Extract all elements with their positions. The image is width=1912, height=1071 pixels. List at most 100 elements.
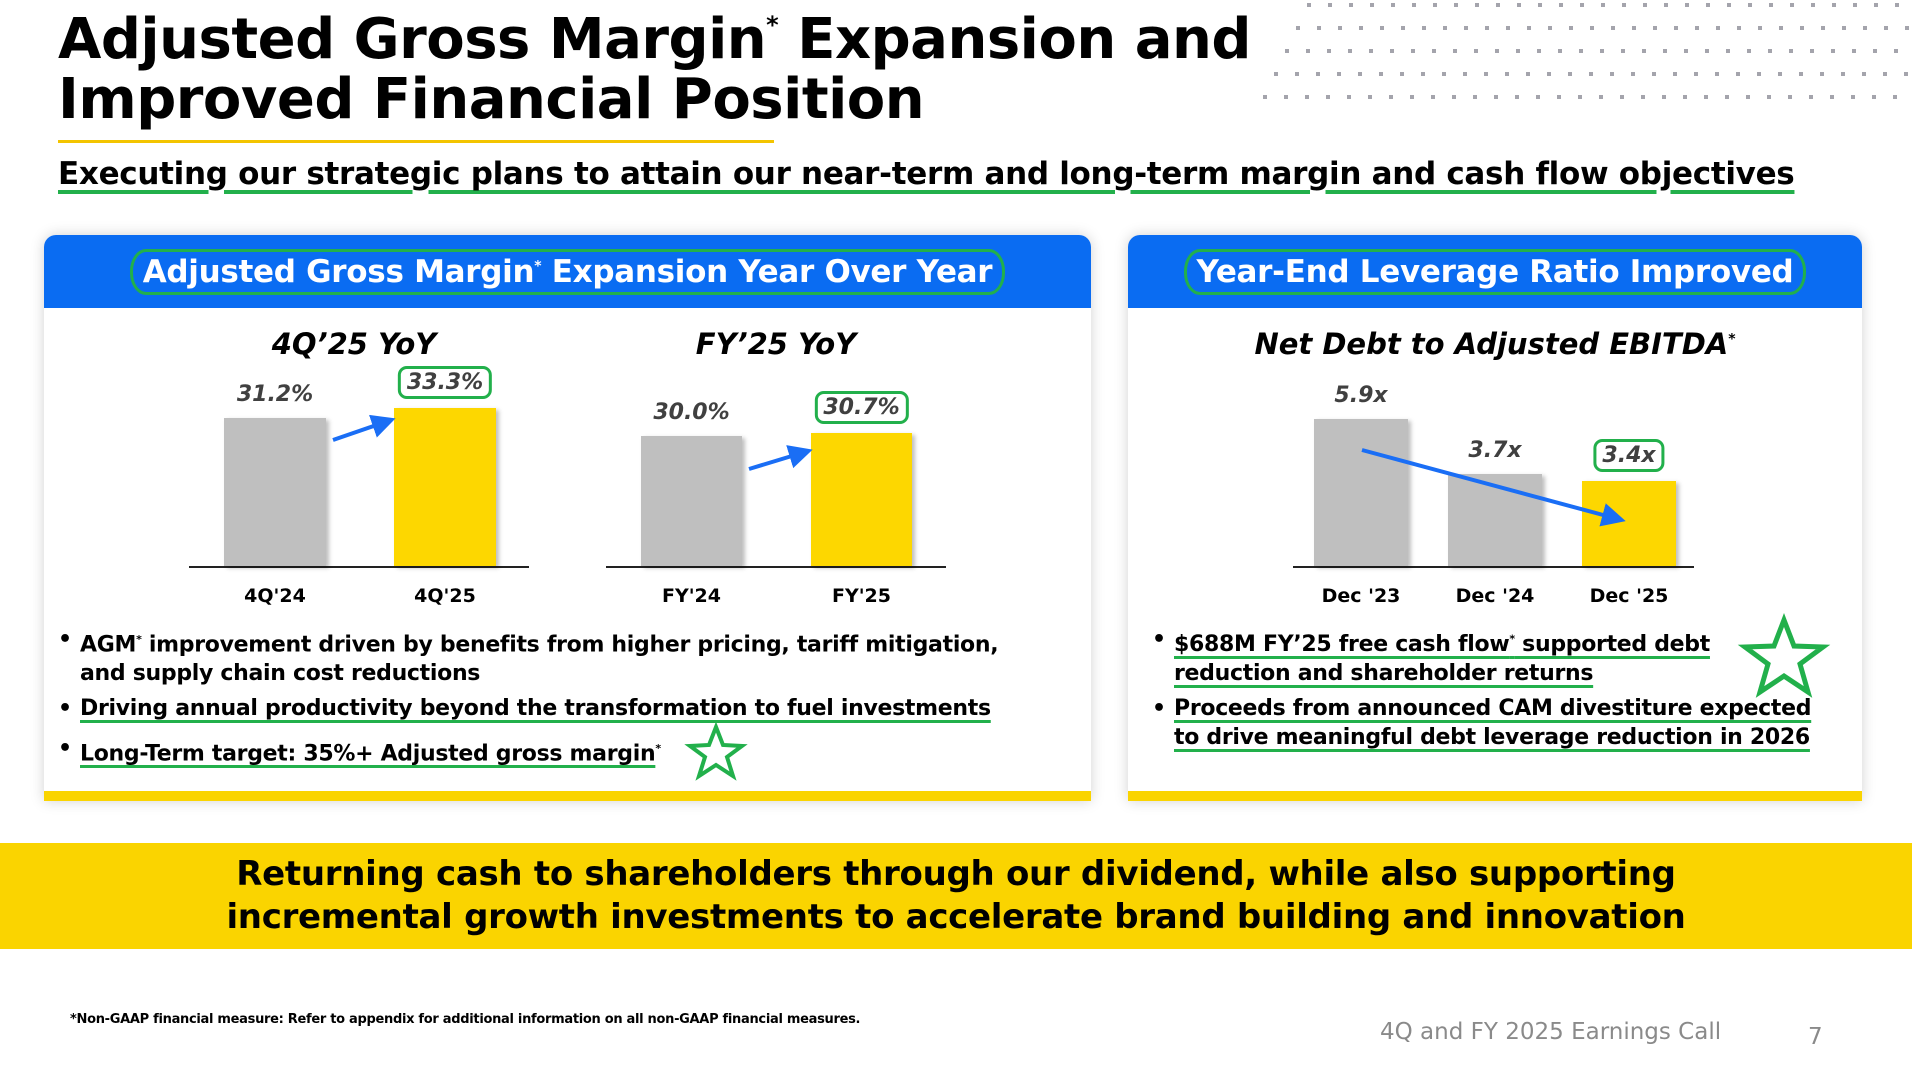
pattern-dot <box>1473 95 1477 99</box>
category-label: Dec '24 <box>1455 585 1535 607</box>
pattern-dot <box>1263 95 1267 99</box>
category-label: 4Q'24 <box>244 585 306 607</box>
page-title: Adjusted Gross Margin* Expansion and Imp… <box>58 7 1251 132</box>
category-label: FY'24 <box>662 585 721 607</box>
pattern-dot <box>1464 26 1468 30</box>
bar-fy24 <box>641 436 742 566</box>
pattern-dot <box>1789 49 1793 53</box>
bar-fy25 <box>811 433 912 566</box>
pattern-dot <box>1338 26 1342 30</box>
pattern-dot <box>1601 3 1605 7</box>
pattern-dot <box>1631 72 1635 76</box>
pattern-dot <box>1641 95 1645 99</box>
data-label: 30.0% <box>653 400 730 426</box>
pattern-dot <box>1748 3 1752 7</box>
pattern-dot <box>1757 72 1761 76</box>
pattern-dot <box>1452 95 1456 99</box>
pattern-dot <box>1443 26 1447 30</box>
bullet-item: • $688M FY’25 free cash flow* supported d… <box>1152 627 1710 687</box>
pattern-dot <box>1715 72 1719 76</box>
pattern-dot <box>1694 72 1698 76</box>
pattern-dot <box>1326 95 1330 99</box>
pattern-dot <box>1306 49 1310 53</box>
pattern-dot <box>1359 26 1363 30</box>
pattern-dot <box>1725 95 1729 99</box>
pattern-dot <box>1317 26 1321 30</box>
pattern-dot <box>1579 49 1583 53</box>
data-label: 31.2% <box>236 381 314 407</box>
pattern-dot <box>1705 49 1709 53</box>
pattern-dot <box>1370 3 1374 7</box>
pattern-dot <box>1769 3 1773 7</box>
pattern-dot <box>1463 72 1467 76</box>
pattern-dot <box>1295 72 1299 76</box>
pattern-dot <box>1643 3 1647 7</box>
pattern-dot <box>1832 3 1836 7</box>
pattern-dot <box>1799 72 1803 76</box>
pattern-dot <box>1842 26 1846 30</box>
pattern-dot <box>1830 95 1834 99</box>
pattern-dot <box>1831 49 1835 53</box>
pattern-dot <box>1662 95 1666 99</box>
pattern-dot <box>1851 95 1855 99</box>
pattern-dot <box>1758 26 1762 30</box>
pattern-dot <box>1737 26 1741 30</box>
pattern-dot <box>1589 72 1593 76</box>
pattern-dot <box>1347 95 1351 99</box>
pattern-dot <box>1664 3 1668 7</box>
pattern-dot <box>1893 95 1897 99</box>
bullet-item: • Driving annual productivity beyond the … <box>58 696 991 721</box>
pattern-dot <box>1410 95 1414 99</box>
pattern-dot <box>1852 49 1856 53</box>
pattern-dot <box>1515 95 1519 99</box>
footnote: *Non-GAAP financial measure: Refer to ap… <box>70 1012 861 1027</box>
card-header: Year-End Leverage Ratio Improved <box>1128 235 1862 308</box>
pattern-dot <box>1536 95 1540 99</box>
pattern-dot <box>1736 72 1740 76</box>
pattern-dot <box>1599 95 1603 99</box>
pattern-dot <box>1558 49 1562 53</box>
pattern-dot <box>1389 95 1393 99</box>
pattern-dot <box>1747 49 1751 53</box>
pattern-dot <box>1411 49 1415 53</box>
pattern-dot <box>1590 26 1594 30</box>
event-name: 4Q and FY 2025 Earnings Call <box>1380 1019 1722 1045</box>
data-label: 3.7x <box>1468 437 1522 463</box>
pattern-dot <box>1537 49 1541 53</box>
title-underline <box>58 140 774 143</box>
pattern-dot <box>1274 72 1278 76</box>
page-subtitle: Executing our strategic plans to attain … <box>58 156 1795 192</box>
bar-dec25 <box>1582 481 1676 566</box>
pattern-dot <box>1883 72 1887 76</box>
pattern-dot <box>1746 95 1750 99</box>
pattern-dot <box>1369 49 1373 53</box>
pattern-dot <box>1401 26 1405 30</box>
pattern-dot <box>1726 49 1730 53</box>
card-header: Adjusted Gross Margin* Expansion Year Ov… <box>44 235 1091 308</box>
pattern-dot <box>1380 26 1384 30</box>
bar-4q25 <box>394 407 496 566</box>
pattern-dot <box>1685 3 1689 7</box>
pattern-dot <box>1422 26 1426 30</box>
pattern-dot <box>1580 3 1584 7</box>
pattern-dot <box>1337 72 1341 76</box>
leverage-card: Year-End Leverage Ratio Improved <box>1128 235 1862 801</box>
card-footer-bar <box>1128 791 1862 801</box>
pattern-dot <box>1820 72 1824 76</box>
pattern-dot <box>1454 3 1458 7</box>
pattern-dot <box>1527 26 1531 30</box>
pattern-dot <box>1296 26 1300 30</box>
dividend-banner: Returning cash to shareholders through o… <box>0 843 1912 949</box>
pattern-dot <box>1391 3 1395 7</box>
pattern-dot <box>1453 49 1457 53</box>
pattern-dot <box>1778 72 1782 76</box>
chart-title: FY’25 YoY <box>695 327 857 361</box>
pattern-dot <box>1779 26 1783 30</box>
gross-margin-card: Adjusted Gross Margin* Expansion Year Ov… <box>44 235 1091 801</box>
pattern-dot <box>1568 72 1572 76</box>
pattern-dot <box>1400 72 1404 76</box>
pattern-dot <box>1484 72 1488 76</box>
pattern-dot <box>1695 26 1699 30</box>
pattern-dot <box>1674 26 1678 30</box>
pattern-dot <box>1704 95 1708 99</box>
